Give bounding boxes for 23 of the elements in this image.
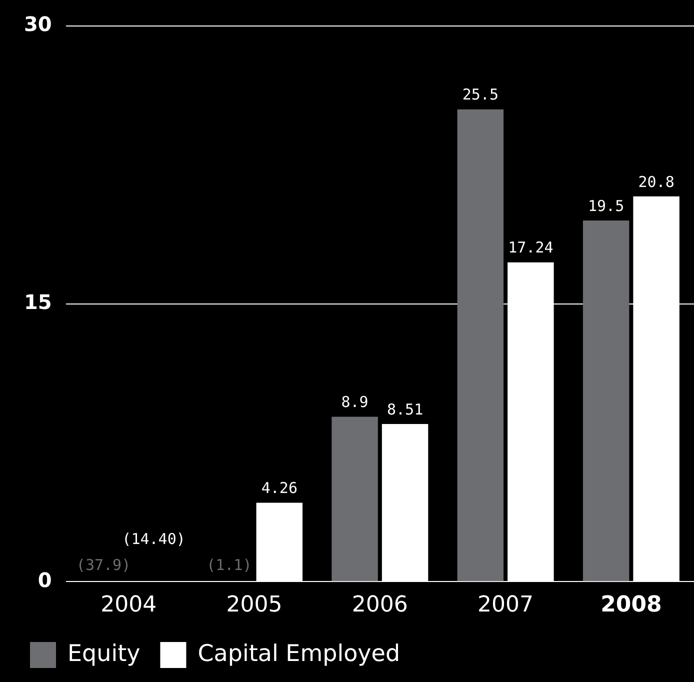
y-tick-label: 30	[24, 12, 52, 36]
text: (14.40)	[122, 530, 186, 548]
x-tick-label: 2007	[478, 592, 534, 618]
data-label: 8.51	[386, 400, 424, 418]
data-label: 19.5	[588, 196, 624, 215]
data-label: 8.9	[341, 393, 368, 412]
legend-label: Capital Employed	[198, 640, 400, 667]
data-label: 4.26	[261, 479, 298, 498]
y-tick-label: 0	[38, 568, 52, 592]
legend-label: Equity	[68, 640, 140, 667]
x-tick-label: 2008	[600, 592, 662, 618]
bar	[332, 416, 378, 582]
data-label: 25.5	[462, 86, 498, 104]
text: (37.9)	[76, 556, 131, 574]
data-label: 20.8	[638, 172, 674, 191]
bar	[582, 220, 630, 582]
y-tick-label: 15	[24, 290, 52, 314]
x-tick-label: 2004	[100, 592, 157, 618]
x-tick-label: 2006	[352, 592, 408, 618]
x-tick-label: 2005	[226, 592, 282, 618]
data-label: 17.24	[508, 238, 554, 257]
text: (1.1)	[206, 556, 252, 574]
bar	[457, 109, 504, 582]
